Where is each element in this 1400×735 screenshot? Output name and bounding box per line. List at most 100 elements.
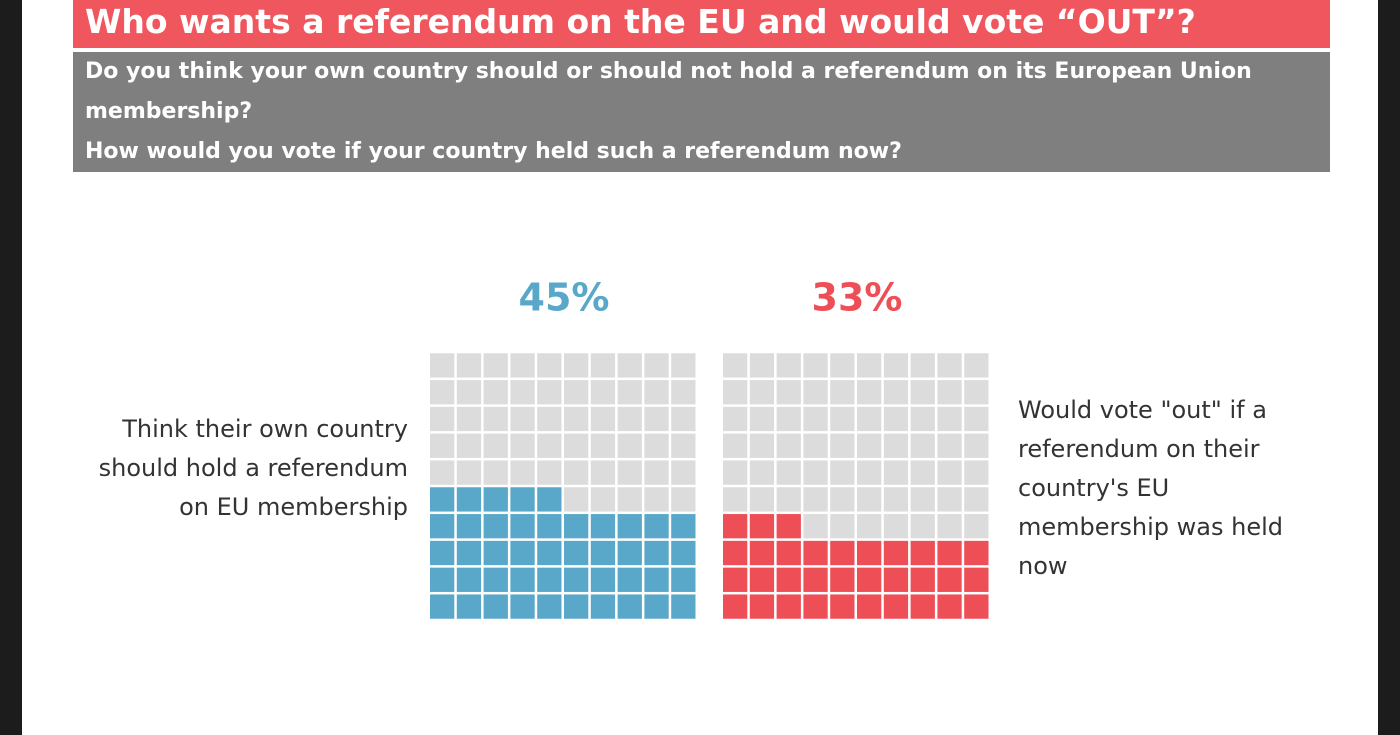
filled-cell — [749, 594, 775, 619]
empty-cell — [857, 353, 882, 378]
empty-cell — [937, 514, 962, 539]
empty-cell — [776, 460, 801, 485]
filled-cell — [617, 540, 642, 566]
empty-cell — [857, 406, 882, 432]
empty-cell — [617, 460, 642, 485]
filled-cell — [910, 540, 935, 566]
filled-cell — [644, 567, 669, 592]
empty-cell — [617, 487, 642, 512]
empty-cell — [937, 406, 962, 432]
filled-cell — [537, 514, 562, 539]
empty-cell — [883, 433, 909, 458]
filled-cell — [776, 540, 801, 566]
filled-cell — [537, 594, 562, 619]
filled-cell — [483, 487, 508, 512]
filled-cell — [644, 594, 669, 619]
empty-cell — [617, 406, 642, 432]
filled-cell — [937, 540, 962, 566]
empty-cell — [776, 487, 801, 512]
empty-cell — [857, 460, 882, 485]
empty-cell — [537, 460, 562, 485]
empty-cell — [749, 487, 775, 512]
empty-cell — [964, 460, 989, 485]
filled-cell — [803, 540, 828, 566]
empty-cell — [537, 353, 562, 378]
filled-cell — [644, 540, 669, 566]
filled-cell — [749, 514, 775, 539]
filled-cell — [671, 594, 696, 619]
empty-cell — [617, 380, 642, 405]
empty-cell — [590, 353, 616, 378]
empty-cell — [537, 380, 562, 405]
filled-cell — [617, 567, 642, 592]
empty-cell — [564, 487, 589, 512]
empty-cell — [776, 433, 801, 458]
empty-cell — [430, 433, 455, 458]
empty-cell — [803, 380, 828, 405]
empty-cell — [964, 433, 989, 458]
filled-cell — [964, 567, 989, 592]
empty-cell — [430, 380, 455, 405]
empty-cell — [910, 487, 935, 512]
empty-cell — [830, 460, 855, 485]
empty-cell — [483, 460, 508, 485]
empty-cell — [910, 406, 935, 432]
empty-cell — [564, 353, 589, 378]
empty-cell — [590, 406, 616, 432]
empty-cell — [590, 433, 616, 458]
empty-cell — [937, 433, 962, 458]
filled-cell — [590, 540, 616, 566]
category-label: Would vote "out" if a referendum on thei… — [1018, 396, 1283, 580]
empty-cell — [671, 460, 696, 485]
filled-cell — [430, 487, 455, 512]
filled-cell — [510, 594, 535, 619]
empty-cell — [723, 406, 748, 432]
filled-cell — [671, 540, 696, 566]
empty-cell — [537, 406, 562, 432]
empty-cell — [456, 460, 482, 485]
empty-cell — [483, 380, 508, 405]
empty-cell — [937, 487, 962, 512]
empty-cell — [456, 380, 482, 405]
filled-cell — [857, 567, 882, 592]
empty-cell — [510, 433, 535, 458]
filled-cell — [456, 594, 482, 619]
empty-cell — [564, 433, 589, 458]
empty-cell — [644, 406, 669, 432]
empty-cell — [803, 460, 828, 485]
subtitle-line: How would you vote if your country held … — [85, 139, 902, 164]
filled-cell — [430, 540, 455, 566]
empty-cell — [723, 487, 748, 512]
filled-cell — [483, 567, 508, 592]
filled-cell — [483, 594, 508, 619]
empty-cell — [483, 406, 508, 432]
filled-cell — [803, 594, 828, 619]
filled-cell — [830, 567, 855, 592]
filled-cell — [456, 487, 482, 512]
waffle-chart: 45% 33% — [430, 276, 989, 619]
filled-cell — [617, 514, 642, 539]
empty-cell — [830, 514, 855, 539]
empty-cell — [803, 353, 828, 378]
filled-cell — [883, 540, 909, 566]
empty-cell — [644, 487, 669, 512]
filled-cell — [564, 540, 589, 566]
filled-cell — [723, 567, 748, 592]
empty-cell — [910, 433, 935, 458]
filled-cell — [590, 594, 616, 619]
filled-cell — [910, 594, 935, 619]
empty-cell — [456, 353, 482, 378]
empty-cell — [617, 433, 642, 458]
empty-cell — [644, 380, 669, 405]
empty-cell — [910, 514, 935, 539]
filled-cell — [857, 540, 882, 566]
filled-cell — [749, 540, 775, 566]
empty-cell — [749, 460, 775, 485]
empty-cell — [937, 353, 962, 378]
filled-cell — [937, 594, 962, 619]
empty-cell — [671, 406, 696, 432]
empty-cell — [910, 460, 935, 485]
filled-cell — [883, 594, 909, 619]
title: Who wants a referendum on the EU and wou… — [73, 0, 1330, 48]
filled-cell — [830, 540, 855, 566]
